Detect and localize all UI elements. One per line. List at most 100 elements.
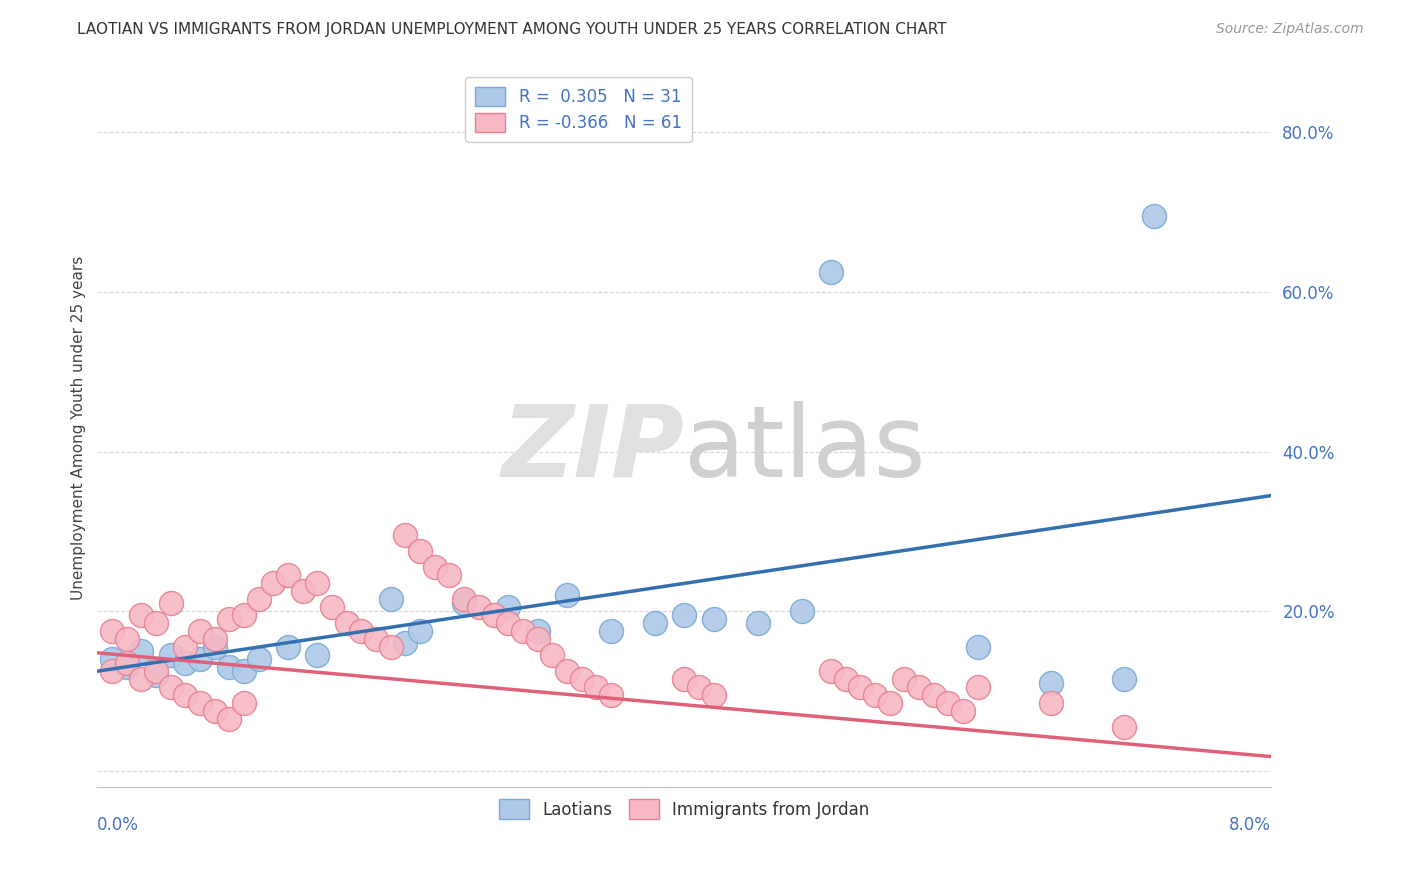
Point bbox=[820, 664, 842, 678]
Point bbox=[555, 664, 578, 678]
Point bbox=[233, 696, 256, 710]
Text: 8.0%: 8.0% bbox=[1229, 815, 1271, 834]
Point bbox=[101, 624, 124, 639]
Point bbox=[204, 640, 226, 655]
Point bbox=[218, 612, 240, 626]
Point bbox=[247, 592, 270, 607]
Point bbox=[747, 616, 769, 631]
Point bbox=[159, 680, 181, 694]
Point bbox=[966, 680, 988, 694]
Point bbox=[307, 576, 329, 591]
Point bbox=[453, 592, 475, 607]
Point bbox=[159, 648, 181, 663]
Point bbox=[1114, 720, 1136, 734]
Point bbox=[1040, 696, 1063, 710]
Point bbox=[131, 608, 153, 623]
Point bbox=[131, 644, 153, 658]
Point bbox=[380, 592, 402, 607]
Point bbox=[541, 648, 564, 663]
Text: ZIP: ZIP bbox=[502, 401, 685, 498]
Point bbox=[380, 640, 402, 655]
Point bbox=[512, 624, 534, 639]
Point bbox=[834, 672, 856, 686]
Point bbox=[262, 576, 284, 591]
Point bbox=[336, 616, 359, 631]
Point bbox=[820, 265, 842, 279]
Point bbox=[526, 632, 548, 647]
Point bbox=[218, 712, 240, 726]
Point bbox=[644, 616, 666, 631]
Point bbox=[703, 688, 725, 702]
Point bbox=[321, 600, 343, 615]
Point bbox=[599, 688, 621, 702]
Point bbox=[409, 544, 432, 558]
Point bbox=[585, 680, 607, 694]
Point bbox=[145, 668, 167, 682]
Point bbox=[204, 704, 226, 718]
Legend: Laotians, Immigrants from Jordan: Laotians, Immigrants from Jordan bbox=[492, 793, 876, 825]
Point bbox=[218, 660, 240, 674]
Point bbox=[159, 596, 181, 610]
Point bbox=[174, 688, 197, 702]
Text: 0.0%: 0.0% bbox=[97, 815, 139, 834]
Point bbox=[131, 672, 153, 686]
Point bbox=[394, 636, 416, 650]
Point bbox=[1040, 676, 1063, 690]
Point bbox=[703, 612, 725, 626]
Point bbox=[174, 656, 197, 670]
Point bbox=[863, 688, 886, 702]
Point bbox=[790, 604, 813, 618]
Point bbox=[482, 608, 505, 623]
Point bbox=[922, 688, 945, 702]
Point bbox=[115, 660, 138, 674]
Point bbox=[496, 616, 519, 631]
Point bbox=[115, 632, 138, 647]
Point bbox=[453, 596, 475, 610]
Point bbox=[599, 624, 621, 639]
Point bbox=[571, 672, 593, 686]
Point bbox=[115, 656, 138, 670]
Point bbox=[688, 680, 710, 694]
Point bbox=[1143, 209, 1166, 223]
Point bbox=[350, 624, 373, 639]
Point bbox=[204, 632, 226, 647]
Point bbox=[101, 652, 124, 666]
Point bbox=[145, 616, 167, 631]
Text: atlas: atlas bbox=[685, 401, 927, 498]
Text: Source: ZipAtlas.com: Source: ZipAtlas.com bbox=[1216, 22, 1364, 37]
Point bbox=[893, 672, 915, 686]
Point bbox=[188, 624, 211, 639]
Point bbox=[174, 640, 197, 655]
Point bbox=[938, 696, 960, 710]
Point bbox=[277, 640, 299, 655]
Point bbox=[849, 680, 872, 694]
Point bbox=[394, 528, 416, 542]
Point bbox=[673, 672, 696, 686]
Point bbox=[233, 664, 256, 678]
Point bbox=[952, 704, 974, 718]
Point bbox=[247, 652, 270, 666]
Point bbox=[366, 632, 388, 647]
Point bbox=[468, 600, 491, 615]
Point bbox=[423, 560, 446, 574]
Point bbox=[145, 664, 167, 678]
Point bbox=[879, 696, 901, 710]
Point bbox=[188, 652, 211, 666]
Point bbox=[555, 588, 578, 602]
Point bbox=[307, 648, 329, 663]
Point bbox=[277, 568, 299, 582]
Point bbox=[673, 608, 696, 623]
Point bbox=[291, 584, 314, 599]
Text: LAOTIAN VS IMMIGRANTS FROM JORDAN UNEMPLOYMENT AMONG YOUTH UNDER 25 YEARS CORREL: LAOTIAN VS IMMIGRANTS FROM JORDAN UNEMPL… bbox=[77, 22, 948, 37]
Point bbox=[496, 600, 519, 615]
Point bbox=[409, 624, 432, 639]
Point bbox=[233, 608, 256, 623]
Y-axis label: Unemployment Among Youth under 25 years: Unemployment Among Youth under 25 years bbox=[72, 256, 86, 599]
Point bbox=[966, 640, 988, 655]
Point bbox=[439, 568, 461, 582]
Point bbox=[908, 680, 931, 694]
Point bbox=[1114, 672, 1136, 686]
Point bbox=[188, 696, 211, 710]
Point bbox=[526, 624, 548, 639]
Point bbox=[101, 664, 124, 678]
